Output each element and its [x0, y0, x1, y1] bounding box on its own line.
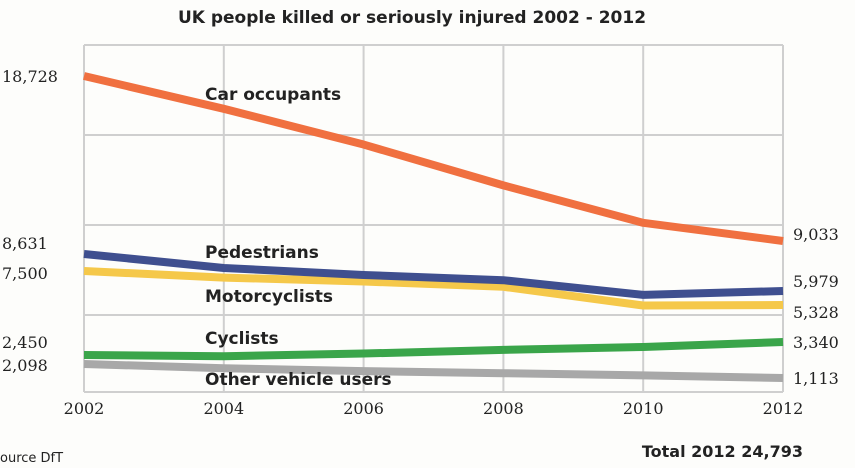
x-tick-label-0: 2002 [64, 399, 105, 418]
end-value-label-1: 5,979 [793, 272, 839, 291]
total-label: Total 2012 24,793 [642, 442, 803, 461]
series-line-2 [83, 267, 784, 310]
series-name-label-3: Cyclists [205, 329, 279, 349]
x-tick-label-4: 2010 [623, 399, 664, 418]
series-line-1 [83, 250, 784, 299]
series-lines [83, 72, 784, 382]
series-line-0 [83, 72, 784, 245]
x-tick-label-2: 2006 [343, 399, 384, 418]
series-name-label-4: Other vehicle users [205, 370, 392, 390]
series-name-label-0: Car occupants [205, 85, 341, 105]
end-value-label-0: 9,033 [793, 225, 839, 244]
series-name-label-1: Pedestrians [205, 243, 319, 263]
end-value-label-2: 5,328 [793, 303, 839, 322]
end-value-label-4: 1,113 [793, 369, 839, 388]
x-tick-label-5: 2012 [763, 399, 804, 418]
x-tick-label-3: 2008 [483, 399, 524, 418]
series-line-3 [83, 338, 784, 361]
source-note: ource DfT [0, 451, 63, 466]
start-value-label-3: 2,450 [2, 333, 48, 352]
start-value-label-4: 2,098 [2, 356, 48, 375]
x-tick-label-1: 2004 [203, 399, 244, 418]
series-name-label-2: Motorcyclists [205, 287, 333, 307]
start-value-label-0: 18,728 [2, 67, 58, 86]
start-value-label-1: 8,631 [2, 234, 48, 253]
labels: 2002 2004 2006 2008 2010 2012 18,728 9,033 8,631… [2, 67, 839, 418]
end-value-label-3: 3,340 [793, 333, 839, 352]
start-value-label-2: 7,500 [2, 264, 48, 283]
series-line-4 [83, 360, 784, 382]
chart-title: UK people killed or seriously injured 20… [178, 8, 646, 28]
